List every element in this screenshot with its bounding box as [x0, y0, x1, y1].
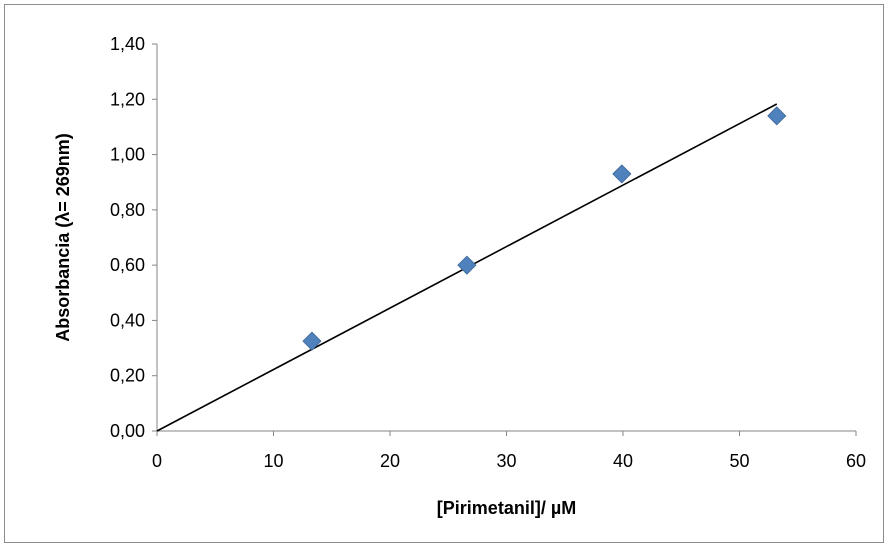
- data-point: [612, 164, 632, 184]
- y-tick-label: 0,20: [110, 366, 145, 386]
- y-tick-label: 0,80: [110, 200, 145, 220]
- x-tick-label: 30: [496, 451, 516, 471]
- y-tick-label: 1,20: [110, 89, 145, 109]
- x-axis-ticks: 0 10 20 30 40 50 60: [152, 431, 866, 471]
- data-point: [767, 106, 787, 126]
- chart-frame: [4, 4, 884, 543]
- y-tick-label: 0,60: [110, 255, 145, 275]
- data-points: [302, 106, 787, 351]
- data-point: [302, 331, 322, 351]
- x-tick-label: 20: [380, 451, 400, 471]
- x-axis-title: [Pirimetanil]/ µM: [437, 498, 576, 518]
- y-axis-ticks: 0,00 0,20 0,40 0,60 0,80 1,00 1,20 1,40: [110, 34, 157, 441]
- x-tick-label: 40: [613, 451, 633, 471]
- data-point: [457, 255, 477, 275]
- y-axis-title: Absorbancia (λ= 269nm): [53, 133, 73, 342]
- axes: [156, 44, 856, 432]
- y-tick-label: 0,00: [110, 421, 145, 441]
- x-tick-label: 50: [729, 451, 749, 471]
- x-tick-label: 0: [152, 451, 162, 471]
- y-tick-label: 1,00: [110, 145, 145, 165]
- y-tick-label: 0,40: [110, 310, 145, 330]
- x-tick-label: 10: [263, 451, 283, 471]
- x-tick-label: 60: [846, 451, 866, 471]
- y-tick-label: 1,40: [110, 34, 145, 54]
